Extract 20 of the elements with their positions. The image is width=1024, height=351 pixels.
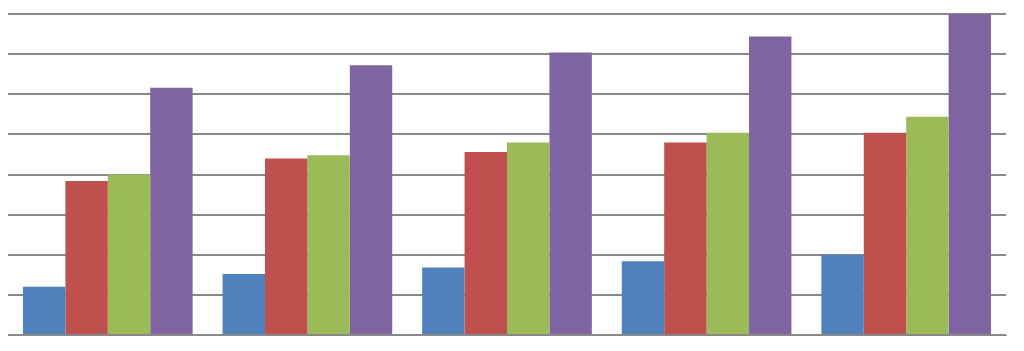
- bar: [621, 261, 665, 334]
- bar: [349, 65, 393, 334]
- bar: [549, 52, 592, 334]
- bar: [150, 87, 193, 334]
- bar: [749, 36, 792, 334]
- bar: [948, 14, 992, 334]
- bar: [464, 152, 507, 334]
- bar: [307, 155, 350, 334]
- bar: [22, 286, 66, 334]
- bar: [65, 180, 108, 334]
- bar: [664, 142, 707, 334]
- bar: [706, 132, 750, 334]
- bar: [821, 254, 864, 334]
- bar: [264, 158, 308, 334]
- bar: [863, 132, 907, 334]
- bar: [222, 274, 265, 334]
- bar: [507, 142, 550, 334]
- bar: [107, 174, 151, 334]
- bar: [422, 267, 465, 334]
- bar: [906, 116, 949, 334]
